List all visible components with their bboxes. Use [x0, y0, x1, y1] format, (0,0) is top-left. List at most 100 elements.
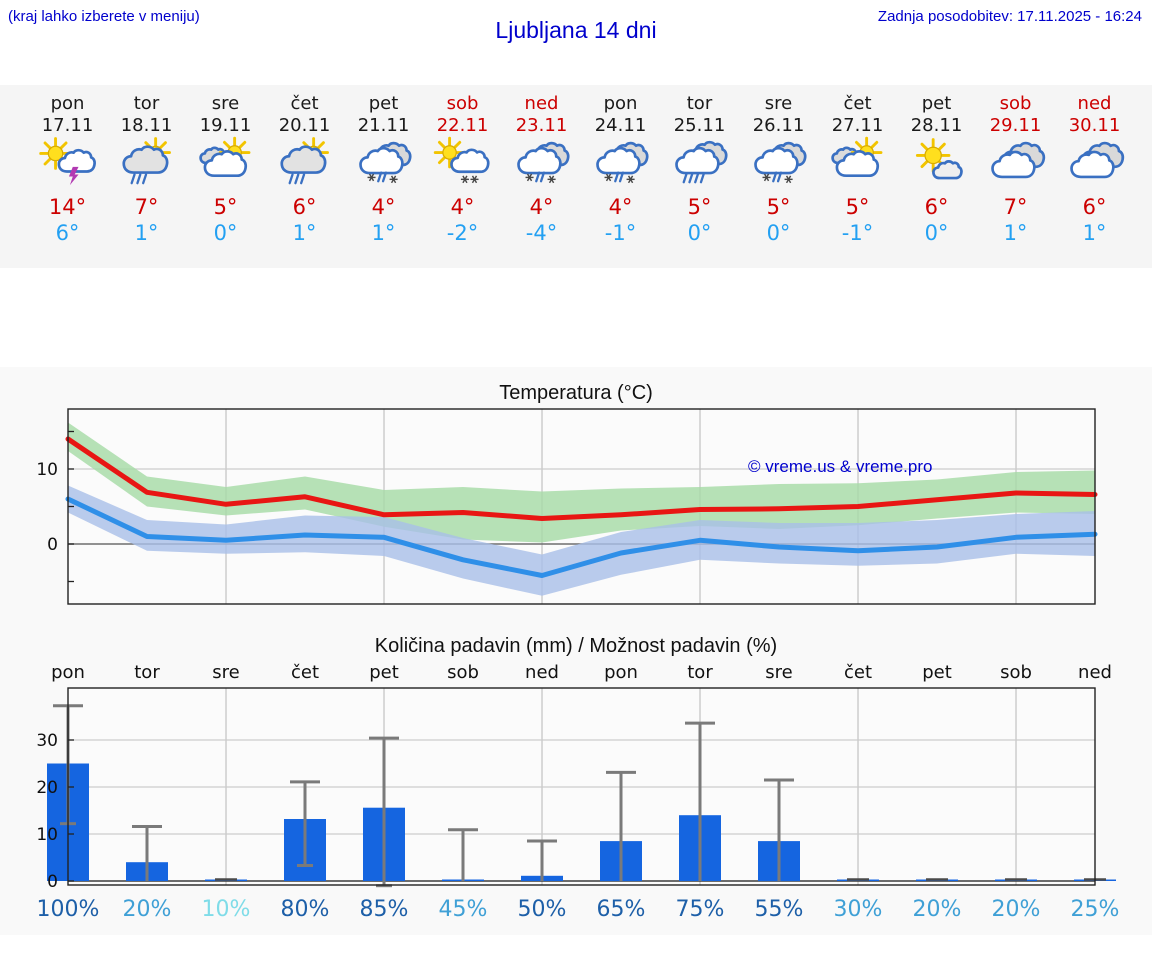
sleet-icon: [357, 141, 412, 189]
svg-text:pet: pet: [369, 662, 399, 683]
svg-text:ned: ned: [525, 662, 559, 683]
svg-text:20: 20: [36, 778, 58, 798]
min-temp-value: 0°: [766, 221, 791, 245]
forecast-day: sre 26.11 5° 0°: [739, 85, 818, 268]
svg-text:55%: 55%: [755, 897, 804, 922]
svg-text:20%: 20%: [123, 897, 172, 922]
svg-text:sob: sob: [1000, 662, 1032, 683]
max-temp-value: 5°: [687, 195, 712, 219]
day-name: pon: [50, 93, 85, 114]
max-temp-value: 4°: [371, 195, 396, 219]
svg-text:pon: pon: [604, 662, 638, 683]
day-name: čet: [290, 93, 319, 114]
day-date: 18.11: [120, 115, 173, 136]
min-temp-value: 1°: [292, 221, 317, 245]
day-date: 20.11: [278, 115, 331, 136]
min-temp-value: 0°: [213, 221, 238, 245]
temperature-chart-wrap: 0 10 © vreme.us & vreme.pro: [0, 407, 1152, 607]
svg-text:10: 10: [36, 825, 58, 845]
svg-text:10: 10: [36, 460, 58, 480]
max-temp-value: 4°: [450, 195, 475, 219]
min-temp-value: 0°: [924, 221, 949, 245]
day-date: 23.11: [515, 115, 568, 136]
precipitation-chart: 0 10 20 30 pon tor sre čet pet sob ned pon tor sre čet…: [36, 662, 1119, 922]
svg-text:100%: 100%: [37, 897, 100, 922]
day-name: sob: [999, 93, 1032, 114]
temperature-chart: 0 10: [36, 408, 1098, 605]
last-update-text: Zadnja posodobitev: 17.11.2025 - 16:24: [877, 8, 1142, 25]
sun-cloud-icon: [198, 136, 253, 189]
svg-text:tor: tor: [134, 662, 160, 683]
sun-rain-icon: [278, 137, 332, 189]
max-temp-value: 4°: [608, 195, 633, 219]
forecast-day: pet 28.11 6° 0°: [897, 85, 976, 268]
temperature-chart-title: Temperatura (°C): [499, 382, 653, 404]
max-temp-value: 4°: [529, 195, 554, 219]
svg-text:85%: 85%: [360, 897, 409, 922]
day-name: ned: [524, 93, 559, 114]
day-name: pon: [603, 93, 638, 114]
min-temp-value: 1°: [1003, 221, 1028, 245]
max-temp-value: 5°: [766, 195, 791, 219]
max-temp-value: 5°: [845, 195, 870, 219]
menu-hint-text: (kraj lahko izberete v meniju): [8, 8, 200, 25]
forecast-strip: pon 17.11 14° 6° tor 18.11 7° 1° sre 19.…: [0, 85, 1152, 268]
day-date: 22.11: [436, 115, 489, 136]
min-temp-value: 6°: [55, 221, 80, 245]
svg-text:50%: 50%: [518, 897, 567, 922]
min-temp-value: -1°: [841, 221, 874, 245]
svg-text:80%: 80%: [281, 897, 330, 922]
sleet-icon: [594, 141, 649, 189]
svg-text:pet: pet: [922, 662, 952, 683]
max-temp-value: 6°: [292, 195, 317, 219]
forecast-day: pet 21.11 4° 1°: [344, 85, 423, 268]
forecast-day: ned 23.11 4° -4°: [502, 85, 581, 268]
max-temp-value: 6°: [1082, 195, 1107, 219]
day-name: pet: [921, 93, 952, 114]
precipitation-chart-title: Količina padavin (mm) / Možnost padavin …: [374, 635, 778, 657]
sun-small-cloud-icon: [910, 138, 964, 189]
day-name: tor: [133, 93, 160, 114]
cloudy-icon: [1068, 141, 1124, 189]
forecast-day: tor 18.11 7° 1°: [107, 85, 186, 268]
forecast-day: pon 24.11 4° -1°: [581, 85, 660, 268]
day-name: tor: [686, 93, 713, 114]
min-temp-value: -4°: [525, 221, 558, 245]
svg-text:20%: 20%: [913, 897, 962, 922]
svg-text:20%: 20%: [992, 897, 1041, 922]
svg-text:30: 30: [36, 731, 58, 751]
day-name: ned: [1077, 93, 1112, 114]
max-temp-value: 14°: [48, 195, 87, 219]
svg-text:65%: 65%: [597, 897, 646, 922]
page-header: (kraj lahko izberete v meniju) Ljubljana…: [0, 0, 1152, 85]
max-temp-value: 6°: [924, 195, 949, 219]
svg-text:30%: 30%: [834, 897, 883, 922]
forecast-day: pon 17.11 14° 6°: [28, 85, 107, 268]
watermark-text: © vreme.us & vreme.pro: [748, 457, 933, 476]
sleet-icon: [752, 141, 807, 189]
min-temp-value: 1°: [371, 221, 396, 245]
sun-thunderstorm-icon: [38, 137, 96, 189]
day-date: 30.11: [1068, 115, 1121, 136]
day-date: 25.11: [673, 115, 726, 136]
min-temp-value: -1°: [604, 221, 637, 245]
max-temp-value: 7°: [1003, 195, 1028, 219]
min-temp-value: 1°: [134, 221, 159, 245]
svg-text:tor: tor: [687, 662, 713, 683]
max-temp-value: 5°: [213, 195, 238, 219]
svg-text:sre: sre: [212, 662, 239, 683]
day-date: 29.11: [989, 115, 1042, 136]
charts-section: Temperatura (°C) 0 10 © vreme.us & vreme.…: [0, 367, 1152, 935]
min-temp-value: 1°: [1082, 221, 1107, 245]
day-date: 28.11: [910, 115, 963, 136]
day-date: 17.11: [41, 115, 94, 136]
sun-rain-icon: [120, 137, 174, 189]
page-title: Ljubljana 14 dni: [495, 17, 657, 43]
forecast-day: sob 29.11 7° 1°: [976, 85, 1055, 268]
day-name: pet: [368, 93, 399, 114]
spacer: [0, 268, 1152, 367]
day-date: 21.11: [357, 115, 410, 136]
day-date: 19.11: [199, 115, 252, 136]
min-temp-value: 0°: [687, 221, 712, 245]
